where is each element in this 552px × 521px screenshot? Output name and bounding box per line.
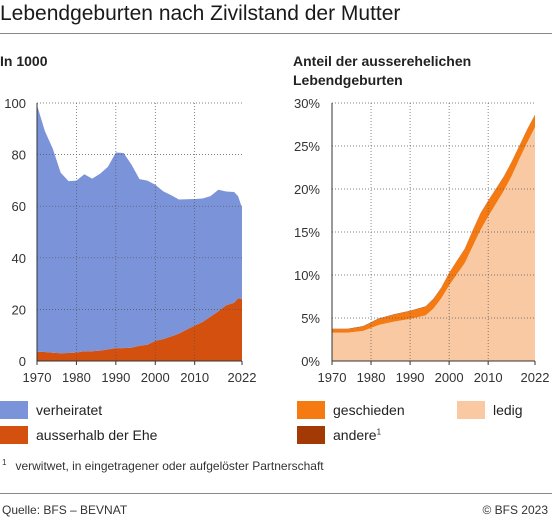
footnote: 1 verwitwet, in eingetragener oder aufgel… (2, 458, 324, 473)
left-xtick-label: 2010 (180, 370, 209, 385)
right-xtick-label: 1980 (357, 370, 386, 385)
left-xtick-label: 2022 (228, 370, 257, 385)
right-ytick-label: 5% (301, 311, 320, 326)
legend-label-single: ledig (493, 402, 523, 418)
charts-canvas: 0 20 40 60 80 100 1970 1980 1990 2000 2010 2022 0% 5%… (4, 96, 550, 385)
legend-swatch-married (0, 401, 28, 419)
left-xtick-label: 2000 (141, 370, 170, 385)
left-married-area (37, 105, 242, 354)
footer-divider (0, 493, 552, 494)
left-unmarried-area (37, 298, 242, 361)
legend-other-sup: 1 (376, 427, 382, 437)
legend-label-unmarried: ausserhalb der Ehe (36, 427, 158, 443)
legend-label-divorced: geschieden (333, 402, 405, 418)
legend-swatch-single (457, 401, 485, 419)
right-subtitle-line2: Lebendgeburten (293, 72, 403, 88)
footnote-marker: 1 (2, 458, 7, 467)
right-xtick-label: 1970 (318, 370, 347, 385)
source-note: Quelle: BFS – BEVNAT (2, 503, 128, 517)
right-ytick-label: 25% (294, 139, 320, 154)
left-ytick-label: 0 (19, 354, 26, 369)
legend-label-married: verheiratet (36, 402, 103, 418)
title-divider (0, 33, 552, 34)
footnote-text: verwitwet, in eingetragener oder aufgelö… (15, 459, 324, 473)
legend-other-text: andere (333, 427, 377, 443)
left-ytick-label: 80 (12, 148, 26, 163)
right-subtitle-line1: Anteil der ausserehelichen (293, 53, 472, 69)
left-ytick-label: 60 (12, 199, 26, 214)
right-ytick-label: 0% (301, 354, 320, 369)
right-single-area (332, 127, 535, 361)
chart-title: Lebendgeburten nach Zivilstand der Mutte… (0, 2, 401, 25)
legend-swatch-divorced (297, 401, 325, 419)
right-xtick-label: 1990 (396, 370, 425, 385)
right-xtick-label: 2022 (521, 370, 550, 385)
right-ytick-label: 30% (294, 96, 320, 111)
legend-swatch-other (297, 426, 325, 444)
right-xtick-label: 2010 (474, 370, 503, 385)
legend-swatch-unmarried (0, 426, 28, 444)
left-ytick-label: 20 (12, 302, 26, 317)
legend-label-other: andere1 (333, 427, 381, 443)
right-ytick-label: 20% (294, 182, 320, 197)
left-ytick-label: 40 (12, 251, 26, 266)
right-ytick-label: 10% (294, 268, 320, 283)
copyright: © BFS 2023 (482, 503, 548, 517)
left-xtick-label: 1990 (101, 370, 130, 385)
right-ytick-label: 15% (294, 225, 320, 240)
left-ytick-label: 100 (4, 96, 26, 111)
left-subtitle: In 1000 (0, 53, 48, 69)
right-xtick-label: 2000 (435, 370, 464, 385)
left-xtick-label: 1970 (23, 370, 52, 385)
left-xtick-label: 1980 (62, 370, 91, 385)
